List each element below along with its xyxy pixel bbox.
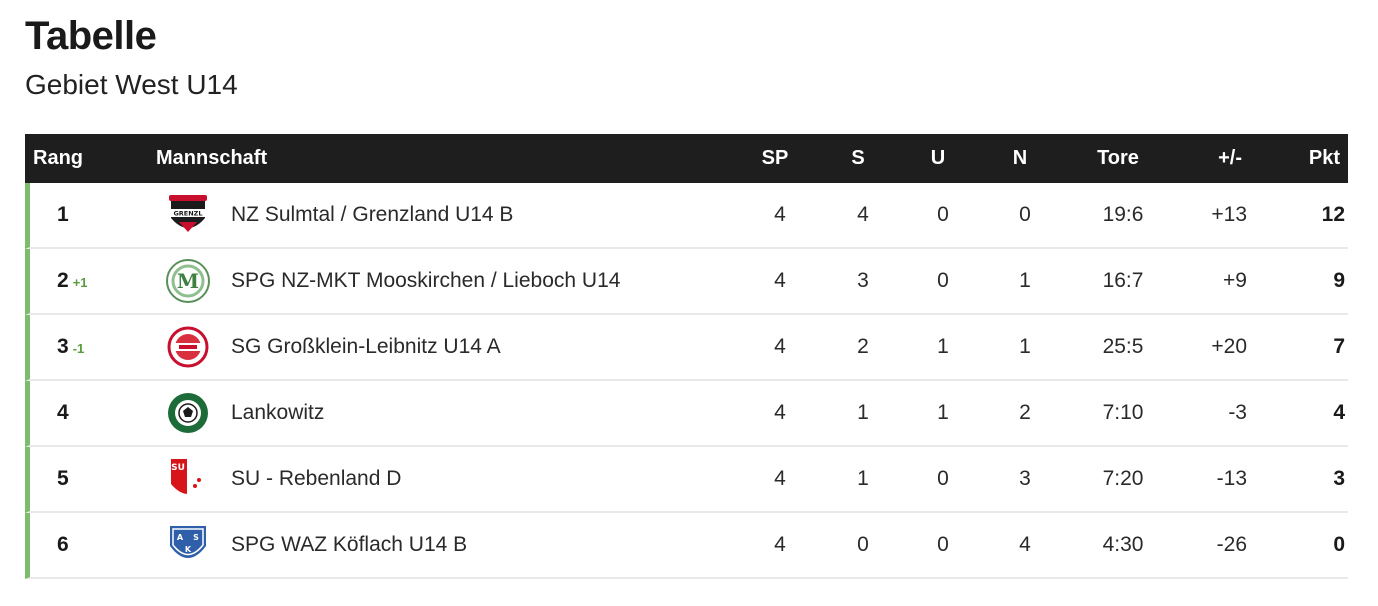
points: 3	[1333, 467, 1345, 490]
team-name[interactable]: SPG NZ-MKT Mooskirchen / Lieboch U14	[231, 269, 621, 292]
losses: 1	[1019, 335, 1031, 358]
points: 0	[1333, 533, 1345, 556]
mooskirchen-crest-icon: M	[165, 258, 211, 304]
page-title: Tabelle	[25, 14, 157, 58]
goal-difference: -13	[1216, 467, 1247, 490]
goal-difference: +20	[1211, 335, 1247, 358]
wins: 1	[857, 467, 869, 490]
wins: 2	[857, 335, 869, 358]
page-subtitle: Gebiet West U14	[25, 69, 238, 100]
rebenland-crest-icon: SU	[165, 456, 211, 502]
col-header-sp: SP	[761, 147, 789, 169]
team-name[interactable]: Lankowitz	[231, 401, 325, 424]
col-header-rang: Rang	[33, 147, 83, 169]
goals: 16:7	[1102, 269, 1144, 292]
table-row[interactable]: 1 GRENZL NZ Sulmtal / Grenzland U14 B 4 …	[25, 183, 1348, 249]
rank: 4	[57, 401, 69, 424]
goals: 19:6	[1102, 203, 1144, 226]
table-header: Rang Mannschaft SP S U N Tore +/- Pkt	[25, 134, 1348, 183]
svg-text:S: S	[193, 533, 199, 542]
losses: 4	[1019, 533, 1031, 556]
draws: 1	[937, 401, 949, 424]
team-name[interactable]: SG Großklein-Leibnitz U14 A	[231, 335, 501, 358]
svg-text:A: A	[177, 533, 184, 542]
losses: 2	[1019, 401, 1031, 424]
draws: 1	[937, 335, 949, 358]
table-row[interactable]: 2 +1 M SPG NZ-MKT Mooskirchen / Lieboch U…	[25, 249, 1348, 315]
wins: 1	[857, 401, 869, 424]
draws: 0	[937, 269, 949, 292]
team-name[interactable]: NZ Sulmtal / Grenzland U14 B	[231, 203, 514, 226]
table-row[interactable]: 5 SU SU - Rebenland D 4 1 0 3 7:20 -13 3	[25, 447, 1348, 513]
col-header-tore: Tore	[1097, 147, 1139, 169]
points: 9	[1333, 269, 1345, 292]
wins: 4	[857, 203, 869, 226]
goals: 7:10	[1102, 401, 1144, 424]
games-played: 4	[774, 203, 786, 226]
games-played: 4	[774, 335, 786, 358]
games-played: 4	[774, 269, 786, 292]
table-row[interactable]: 6 A S K SPG WAZ Köflach U14 B 4 0 0 4 4:…	[25, 513, 1348, 579]
col-header-s: S	[851, 147, 865, 169]
losses: 3	[1019, 467, 1031, 490]
col-header-pkt: Pkt	[1308, 147, 1340, 169]
draws: 0	[937, 203, 949, 226]
goals: 7:20	[1102, 467, 1144, 490]
team-name[interactable]: SU - Rebenland D	[231, 467, 402, 490]
standings-table: Rang Mannschaft SP S U N Tore +/- Pkt 1 …	[25, 134, 1348, 579]
rank: 6	[57, 533, 69, 556]
rank: 1	[57, 203, 69, 226]
svg-text:M: M	[177, 269, 199, 293]
col-header-u: U	[930, 147, 946, 169]
goal-difference: +9	[1223, 269, 1247, 292]
rank: 5	[57, 467, 69, 490]
table-row[interactable]: 4 Lankowitz 4 1 1 2 7:10 -3 4	[25, 381, 1348, 447]
goal-difference: -26	[1216, 533, 1247, 556]
grenzland-crest-icon: GRENZL	[165, 192, 211, 238]
grossklein-crest-icon	[165, 324, 211, 370]
games-played: 4	[774, 533, 786, 556]
svg-text:SU: SU	[171, 463, 185, 473]
table-row[interactable]: 3 -1 SG Großklein-Leibnitz U14 A 4 2 1 1 …	[25, 315, 1348, 381]
games-played: 4	[774, 401, 786, 424]
points: 12	[1321, 203, 1345, 226]
games-played: 4	[774, 467, 786, 490]
points: 4	[1333, 401, 1345, 424]
goals: 4:30	[1102, 533, 1144, 556]
wins: 0	[857, 533, 869, 556]
col-header-n: N	[1012, 147, 1028, 169]
goal-difference: +13	[1211, 203, 1247, 226]
points: 7	[1333, 335, 1345, 358]
rank: 3 -1	[57, 335, 85, 358]
draws: 0	[937, 533, 949, 556]
wins: 3	[857, 269, 869, 292]
koeflach-crest-icon: A S K	[165, 522, 211, 568]
col-header-mannschaft: Mannschaft	[156, 147, 268, 169]
goals: 25:5	[1102, 335, 1144, 358]
team-name[interactable]: SPG WAZ Köflach U14 B	[231, 533, 468, 556]
svg-text:GRENZL: GRENZL	[173, 210, 202, 218]
lankowitz-crest-icon	[165, 390, 211, 436]
goal-difference: -3	[1228, 401, 1247, 424]
losses: 1	[1019, 269, 1031, 292]
draws: 0	[937, 467, 949, 490]
svg-text:K: K	[185, 545, 192, 554]
losses: 0	[1019, 203, 1031, 226]
rank: 2 +1	[57, 269, 88, 292]
col-header-diff: +/-	[1218, 147, 1242, 169]
